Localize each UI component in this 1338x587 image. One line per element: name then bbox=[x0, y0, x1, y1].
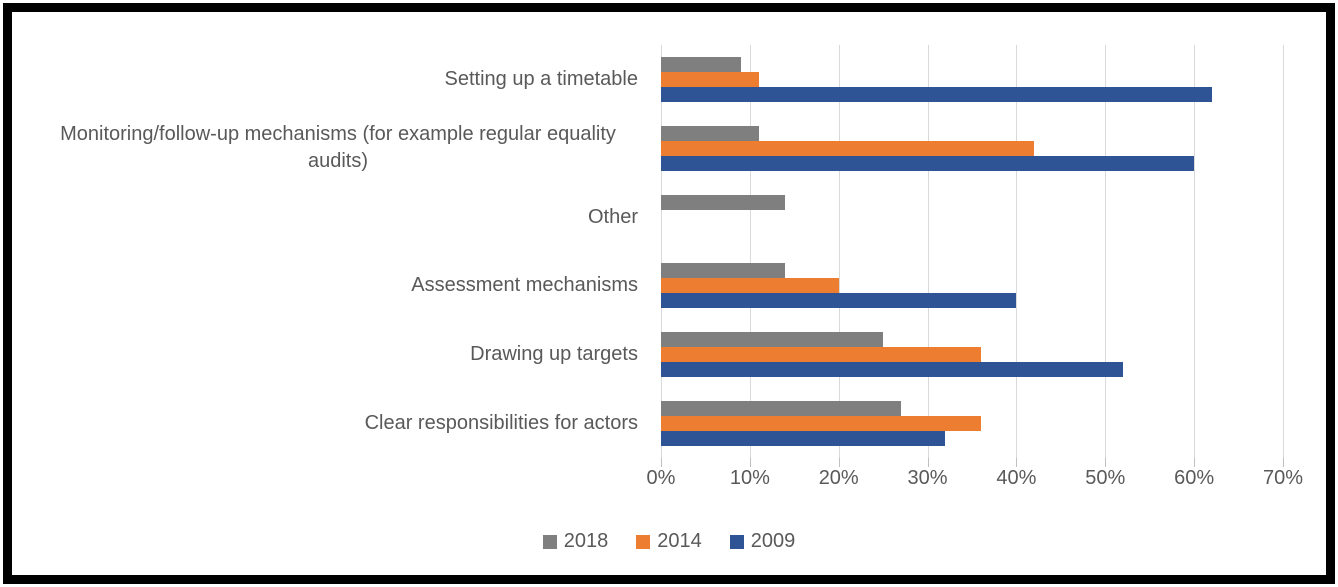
bar-group bbox=[661, 183, 1283, 252]
gridline bbox=[1105, 45, 1107, 458]
x-axis-tick-label: 30% bbox=[907, 467, 948, 489]
bar-rows bbox=[661, 45, 1283, 458]
category-label-row: Assessment mechanisms bbox=[26, 251, 638, 320]
bar-2018 bbox=[661, 194, 786, 210]
bar-2009 bbox=[661, 86, 1212, 102]
x-axis-tick-mark bbox=[749, 458, 751, 467]
x-axis-tick-mark bbox=[661, 458, 662, 467]
category-axis: Setting up a timetable Monitoring/follow-… bbox=[26, 45, 638, 458]
bar-group bbox=[661, 45, 1283, 114]
legend-label: 2009 bbox=[750, 530, 796, 552]
x-axis-tick-label: 10% bbox=[729, 467, 770, 489]
category-label: Setting up a timetable bbox=[444, 67, 638, 90]
x-axis-tick-mark bbox=[1016, 458, 1018, 467]
legend-marker-icon bbox=[542, 534, 557, 549]
category-label-row: Drawing up targets bbox=[26, 320, 638, 389]
category-label: Other bbox=[587, 205, 638, 228]
gridline bbox=[927, 45, 929, 458]
legend-item-2014: 2014 bbox=[636, 530, 702, 553]
bar-2018 bbox=[661, 332, 884, 348]
bar-2014 bbox=[661, 140, 1035, 156]
legend-marker-icon bbox=[636, 534, 651, 549]
bar-2009 bbox=[661, 431, 946, 447]
gridline bbox=[661, 45, 662, 458]
bar-group bbox=[661, 389, 1283, 458]
category-label-row: Setting up a timetable bbox=[26, 45, 638, 114]
gridline bbox=[1016, 45, 1018, 458]
x-axis-tick-label: 0% bbox=[646, 467, 676, 489]
bar-group bbox=[661, 114, 1283, 183]
x-axis-tick-label: 60% bbox=[1174, 467, 1215, 489]
legend-label: 2018 bbox=[563, 530, 609, 552]
gridline bbox=[1283, 45, 1284, 458]
bar-2014 bbox=[661, 278, 839, 294]
x-axis-tick-label: 70% bbox=[1262, 467, 1304, 489]
category-label: Monitoring/follow-up mechanisms (for exa… bbox=[60, 123, 616, 173]
chart-frame: Setting up a timetable Monitoring/follow-… bbox=[3, 3, 1335, 584]
bar-2018 bbox=[661, 56, 741, 72]
x-axis-tick-label: 40% bbox=[996, 467, 1037, 489]
bar-2018 bbox=[661, 401, 901, 417]
category-label-row: Clear responsibilities for actors bbox=[26, 389, 638, 458]
gridline bbox=[1194, 45, 1196, 458]
x-axis-tick-mark bbox=[1105, 458, 1107, 467]
x-axis-tick-mark bbox=[927, 458, 929, 467]
category-label-row: Other bbox=[26, 183, 638, 252]
bar-group bbox=[661, 320, 1283, 389]
x-axis-tick-label: 20% bbox=[818, 467, 859, 489]
bar-2009 bbox=[661, 362, 1124, 378]
gridline bbox=[838, 45, 840, 458]
category-label: Drawing up targets bbox=[470, 343, 638, 366]
x-axis-labels: 0% 10% 20% 30% 40% 50% 60% 70% bbox=[647, 467, 1303, 493]
plot-area bbox=[661, 45, 1284, 458]
legend-label: 2014 bbox=[657, 530, 702, 552]
bar-2014 bbox=[661, 416, 981, 432]
legend: 2018 2014 2009 bbox=[12, 530, 1326, 553]
gridline bbox=[749, 45, 751, 458]
legend-marker-icon bbox=[729, 534, 744, 549]
x-axis-tick-label: 50% bbox=[1085, 467, 1126, 489]
bar-2018 bbox=[661, 125, 759, 141]
bar-group bbox=[661, 251, 1283, 320]
category-label-row: Monitoring/follow-up mechanisms (for exa… bbox=[26, 114, 638, 183]
x-axis-tick-marks bbox=[661, 458, 1284, 470]
legend-item-2009: 2009 bbox=[729, 530, 796, 553]
bar-2014 bbox=[661, 71, 759, 87]
bar-2009 bbox=[661, 155, 1195, 171]
x-axis-tick-mark bbox=[1194, 458, 1196, 467]
category-label: Assessment mechanisms bbox=[411, 274, 638, 297]
x-axis-tick-mark bbox=[838, 458, 840, 467]
x-axis-tick-mark bbox=[1283, 458, 1284, 467]
bar-2014 bbox=[661, 347, 981, 363]
bar-2018 bbox=[661, 263, 786, 279]
category-label: Clear responsibilities for actors bbox=[364, 412, 638, 435]
legend-item-2018: 2018 bbox=[542, 530, 609, 553]
bar-2009 bbox=[661, 293, 1017, 309]
